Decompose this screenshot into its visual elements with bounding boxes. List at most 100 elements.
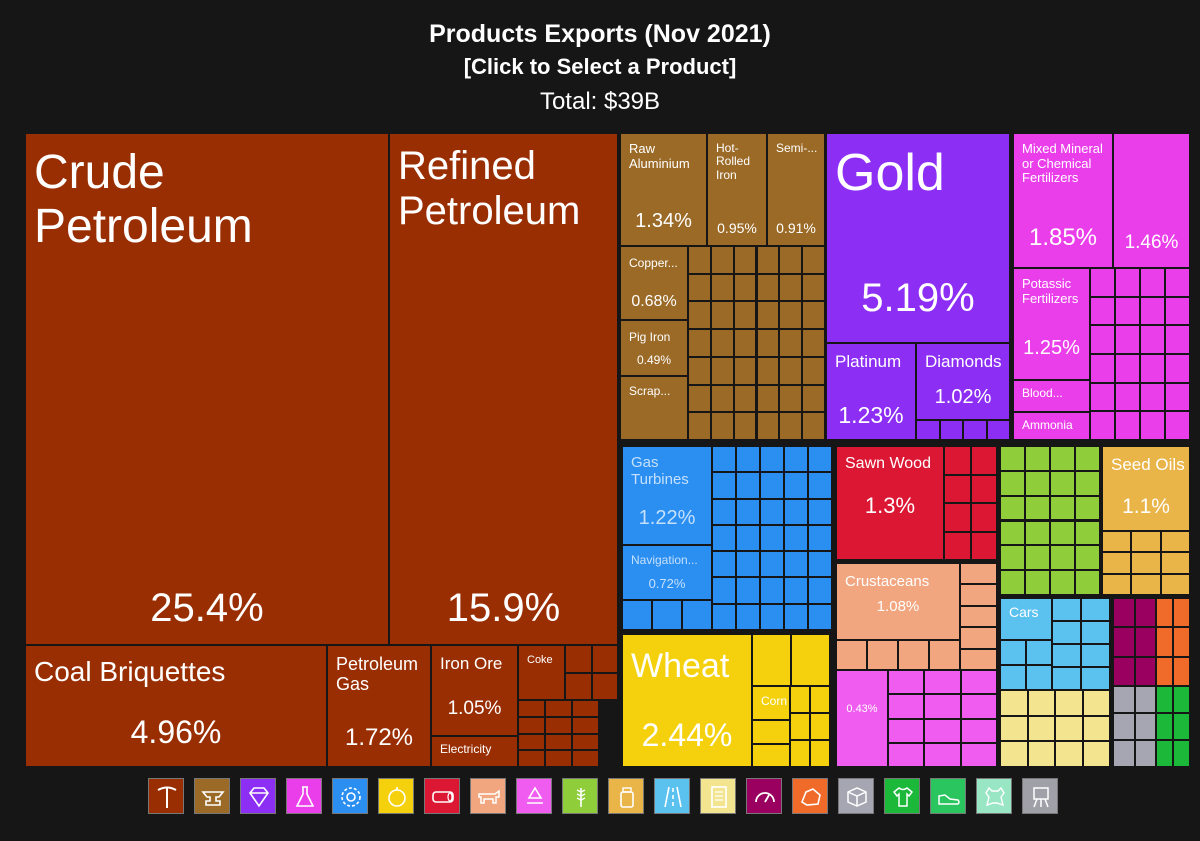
plastic-product-tile[interactable]: [960, 670, 997, 695]
transport-product-tile[interactable]: [1000, 665, 1026, 690]
transport-product-tile[interactable]: [1052, 667, 1081, 690]
chemical-product-tile[interactable]: [1090, 268, 1115, 297]
mineral-product-tile[interactable]: [518, 716, 545, 734]
product-tile-corn[interactable]: Corn: [752, 686, 790, 720]
biproduct-product-tile[interactable]: [1000, 495, 1025, 521]
textile-product-tile[interactable]: [1173, 740, 1190, 767]
animal-product-tile[interactable]: [960, 648, 997, 670]
product-tile-refined-petroleum[interactable]: Refined Petroleum 15.9%: [389, 133, 618, 645]
biproduct-product-tile[interactable]: [1050, 446, 1075, 471]
stone-product-tile[interactable]: [1156, 656, 1173, 686]
chemical-product-tile[interactable]: [1165, 411, 1190, 440]
select-product-link[interactable]: [Click to Select a Product]: [463, 54, 737, 79]
instrument-product-tile[interactable]: [1113, 598, 1135, 628]
biproduct-product-tile[interactable]: [1050, 520, 1075, 546]
animal-product-tile[interactable]: [836, 640, 867, 670]
plastic-product-tile[interactable]: [924, 742, 961, 767]
vegetable-product-tile[interactable]: [790, 713, 810, 740]
wood-product-tile[interactable]: [970, 531, 997, 560]
biproduct-product-tile[interactable]: [1000, 446, 1025, 471]
transport-product-tile[interactable]: [1081, 667, 1110, 690]
wood-product-tile[interactable]: [944, 474, 971, 503]
metal-product-tile[interactable]: [756, 273, 780, 302]
mineral-product-tile[interactable]: [518, 733, 545, 751]
paper-product-tile[interactable]: [1082, 715, 1110, 742]
legend-machines-button[interactable]: [332, 778, 368, 814]
wood-product-tile[interactable]: [970, 474, 997, 503]
chemical-product-tile[interactable]: [1090, 354, 1115, 383]
machine-product-tile[interactable]: [712, 472, 736, 499]
metal-product-tile[interactable]: [802, 329, 825, 357]
chemical-product-tile[interactable]: [1115, 411, 1140, 440]
plastic-product-tile[interactable]: [960, 694, 997, 719]
metal-product-tile[interactable]: [688, 384, 711, 413]
metal-product-tile[interactable]: [710, 356, 734, 385]
foodstuff-product-tile[interactable]: [1102, 573, 1132, 595]
product-tile-pig-iron[interactable]: Pig Iron 0.49%: [620, 320, 688, 376]
metal-product-tile[interactable]: [756, 384, 780, 413]
chemical-product-tile[interactable]: [1090, 411, 1115, 440]
metal-product-tile[interactable]: [779, 412, 803, 440]
legend-animal-and-vegetable-bi-products-button[interactable]: [562, 778, 598, 814]
machine-product-tile[interactable]: [712, 603, 736, 630]
instrument-product-tile[interactable]: [1113, 656, 1135, 686]
paper-product-tile[interactable]: [1000, 715, 1028, 742]
product-tile-mixed-mineral-or-chemical-fertilizers[interactable]: Mixed Mineral or Chemical Fertilizers 1.8…: [1013, 133, 1113, 268]
product-tile-sawn-wood[interactable]: Sawn Wood 1.3%: [836, 446, 944, 560]
misc-product-tile[interactable]: [1113, 740, 1135, 767]
product-tile-blood[interactable]: Blood...: [1013, 380, 1090, 412]
product-tile-petroleum-gas[interactable]: Petroleum Gas 1.72%: [327, 645, 431, 767]
biproduct-product-tile[interactable]: [1025, 545, 1050, 571]
misc-product-tile[interactable]: [1134, 740, 1156, 767]
metal-product-tile[interactable]: [802, 384, 825, 413]
machine-product-tile[interactable]: [784, 603, 808, 630]
foodstuff-product-tile[interactable]: [1102, 531, 1132, 553]
textile-product-tile[interactable]: [1173, 686, 1190, 713]
machine-product-tile[interactable]: [622, 600, 652, 630]
product-tile-crude-petroleum[interactable]: Crude Petroleum 25.4%: [25, 133, 389, 645]
wood-product-tile[interactable]: [944, 531, 971, 560]
mineral-product-tile[interactable]: [565, 672, 592, 700]
precious-product-tile[interactable]: [916, 420, 940, 440]
metal-product-tile[interactable]: [710, 301, 734, 330]
stone-product-tile[interactable]: [1173, 656, 1190, 686]
misc-product-tile[interactable]: [1134, 686, 1156, 713]
chemical-product-tile[interactable]: [1140, 382, 1165, 412]
machine-product-tile[interactable]: [784, 446, 808, 473]
metal-product-tile[interactable]: [733, 273, 757, 302]
animal-product-tile[interactable]: [960, 563, 997, 585]
plastic-product-tile[interactable]: [888, 670, 925, 695]
chemical-product-tile[interactable]: [1140, 411, 1165, 440]
stone-product-tile[interactable]: [1156, 598, 1173, 628]
mineral-product-tile[interactable]: [572, 700, 599, 717]
legend-footwear-and-headwear-button[interactable]: [930, 778, 966, 814]
instrument-product-tile[interactable]: [1134, 598, 1156, 628]
wood-product-tile[interactable]: [944, 446, 971, 475]
plastic-product-tile[interactable]: [924, 718, 961, 743]
vegetable-product-tile[interactable]: [790, 686, 810, 713]
biproduct-product-tile[interactable]: [1000, 545, 1025, 571]
product-tile-electricity[interactable]: Electricity: [431, 736, 518, 767]
machine-product-tile[interactable]: [808, 603, 832, 630]
foodstuff-product-tile[interactable]: [1160, 531, 1190, 553]
product-tile-potassic-fertilizers[interactable]: Potassic Fertilizers 1.25%: [1013, 268, 1090, 380]
chemical-product-tile[interactable]: [1115, 354, 1140, 383]
metal-product-tile[interactable]: [688, 246, 711, 274]
paper-product-tile[interactable]: [1000, 741, 1028, 767]
misc-product-tile[interactable]: [1134, 713, 1156, 740]
machine-product-tile[interactable]: [808, 446, 832, 473]
vegetable-product-tile[interactable]: [790, 740, 810, 767]
legend-textiles-button[interactable]: [884, 778, 920, 814]
metal-product-tile[interactable]: [756, 301, 780, 330]
chemical-product-tile[interactable]: [1165, 354, 1190, 383]
mineral-product-tile[interactable]: [545, 700, 572, 717]
foodstuff-product-tile[interactable]: [1131, 573, 1161, 595]
precious-product-tile[interactable]: [939, 420, 963, 440]
product-tile-1-46[interactable]: 1.46%: [1113, 133, 1190, 268]
paper-product-tile[interactable]: [1055, 690, 1083, 716]
animal-product-tile[interactable]: [960, 584, 997, 606]
legend-metals-button[interactable]: [194, 778, 230, 814]
machine-product-tile[interactable]: [808, 577, 832, 604]
biproduct-product-tile[interactable]: [1000, 570, 1025, 595]
chemical-product-tile[interactable]: [1090, 382, 1115, 412]
